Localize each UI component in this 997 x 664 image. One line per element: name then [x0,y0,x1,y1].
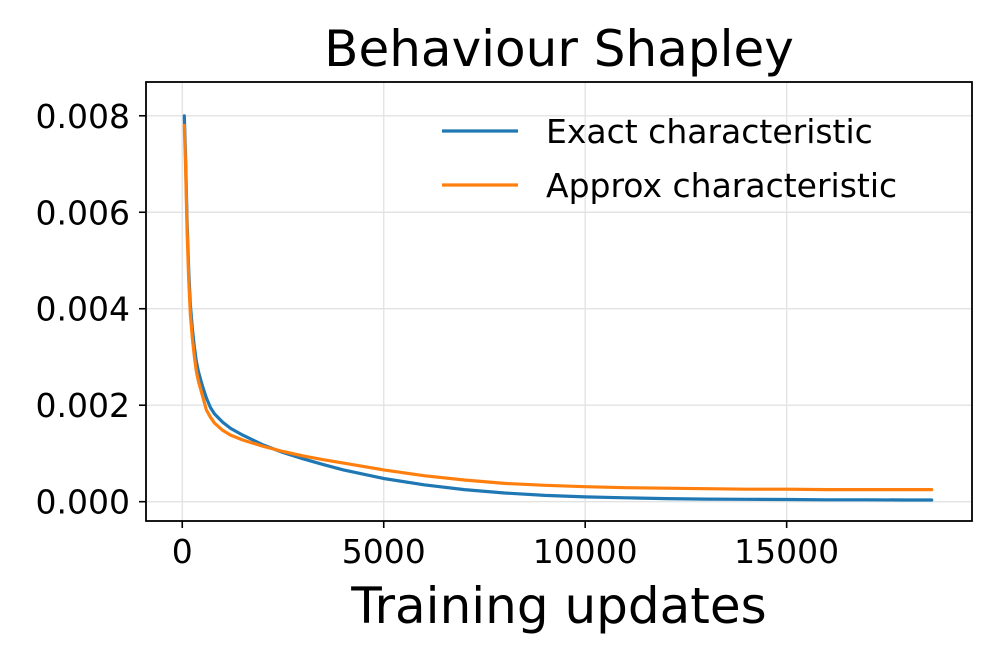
plot-frame [145,81,973,522]
chart-title: Behaviour Shapley [324,20,794,78]
grid [146,82,972,521]
axis-ticks: 0 5000 10000 15000 0.000 0.002 0.004 0.006 0.008 [36,97,840,571]
x-tick-label: 0 [172,532,193,571]
y-tick-label: 0.004 [36,290,130,329]
series-line-approx [182,123,934,492]
legend-label: Approx characteristic [546,166,897,205]
legend-label: Exact characteristic [546,112,873,151]
x-tick-label: 10000 [533,532,638,571]
y-tick-label: 0.006 [36,193,130,232]
y-tick-label: 0.008 [36,97,130,136]
legend: Exact characteristic Approx characteristi… [442,112,897,205]
y-tick-label: 0.000 [36,483,130,522]
x-axis-label: Training updates [350,577,766,635]
y-tick-label: 0.002 [36,386,130,425]
series-lines [182,114,934,502]
x-tick-label: 15000 [734,532,839,571]
x-tick-label: 5000 [342,532,426,571]
